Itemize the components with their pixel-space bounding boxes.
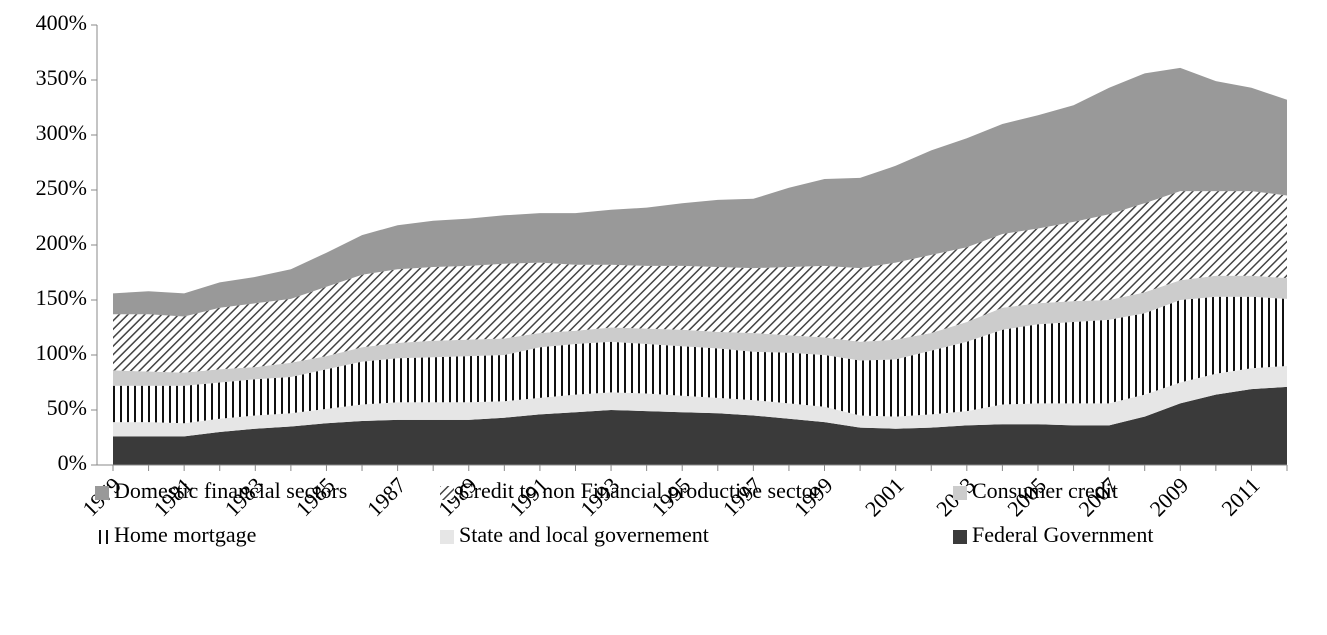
legend-swatch bbox=[95, 486, 109, 500]
legend-item: State and local governement bbox=[440, 522, 709, 547]
legend-item: Credit to non Financial productive secto… bbox=[440, 478, 821, 503]
y-tick-label: 350% bbox=[36, 65, 87, 90]
y-tick-label: 100% bbox=[36, 340, 87, 365]
area bbox=[113, 275, 1287, 386]
y-tick-label: 0% bbox=[58, 450, 87, 475]
legend-item: Consumer credit bbox=[953, 478, 1118, 503]
legend-swatch bbox=[953, 486, 967, 500]
legend-swatch bbox=[440, 486, 454, 500]
legend-swatch bbox=[440, 530, 454, 544]
area bbox=[113, 366, 1287, 437]
y-tick-label: 250% bbox=[36, 175, 87, 200]
legend-label: Consumer credit bbox=[972, 478, 1118, 503]
x-tick-label: 2011 bbox=[1216, 472, 1264, 520]
legend-label: Domestic financial sectors bbox=[114, 478, 347, 503]
legend-item: Federal Government bbox=[953, 522, 1153, 547]
y-tick-label: 200% bbox=[36, 230, 87, 255]
area bbox=[113, 67, 1287, 317]
legend-label: Federal Government bbox=[972, 522, 1153, 547]
y-tick-label: 50% bbox=[47, 395, 87, 420]
area bbox=[113, 296, 1287, 424]
legend-swatch bbox=[95, 530, 109, 544]
x-tick-label: 1987 bbox=[362, 472, 411, 521]
legend-label: State and local governement bbox=[459, 522, 709, 547]
legend-label: Home mortgage bbox=[114, 522, 256, 547]
y-tick-label: 300% bbox=[36, 120, 87, 145]
area bbox=[113, 191, 1287, 373]
x-tick-label: 2001 bbox=[860, 472, 909, 521]
legend-item: Home mortgage bbox=[95, 522, 256, 547]
y-tick-label: 400% bbox=[36, 10, 87, 35]
area bbox=[113, 386, 1287, 465]
x-tick-label: 2009 bbox=[1145, 472, 1194, 521]
legend-item: Domestic financial sectors bbox=[95, 478, 347, 503]
y-tick-label: 150% bbox=[36, 285, 87, 310]
legend-label: Credit to non Financial productive secto… bbox=[459, 478, 821, 503]
legend-swatch bbox=[953, 530, 967, 544]
